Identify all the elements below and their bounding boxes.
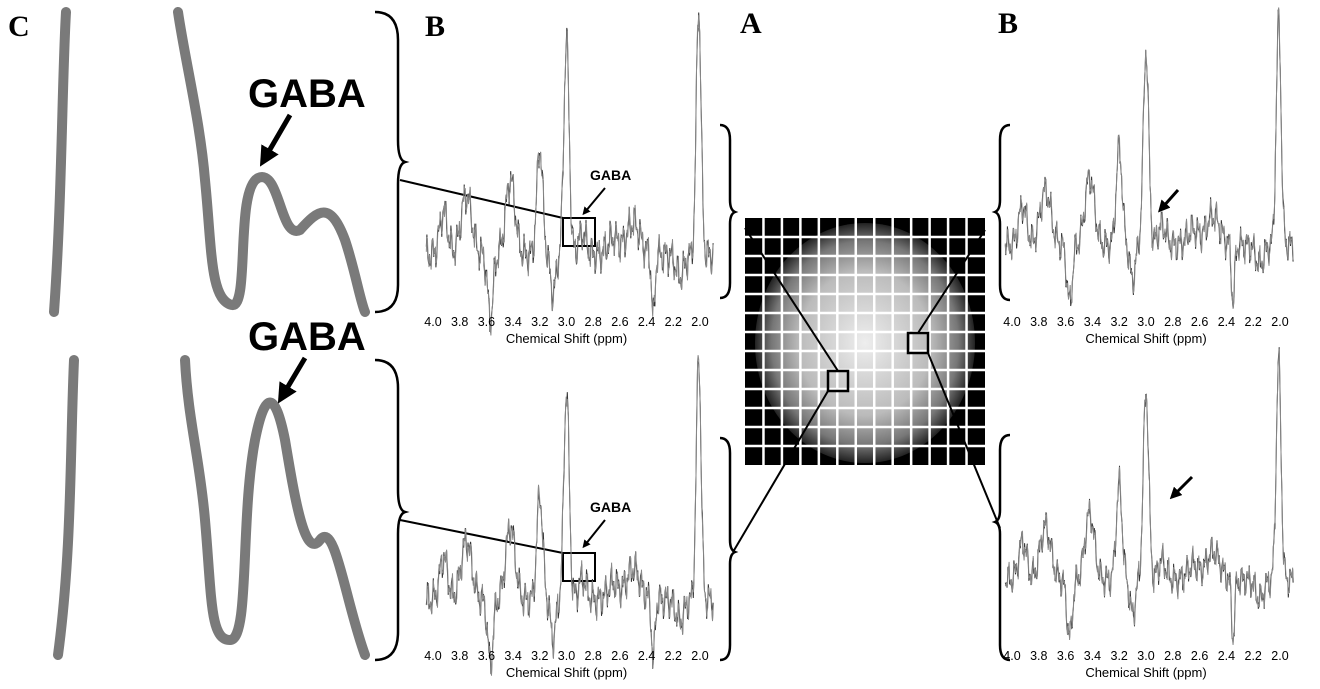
roi-box: [563, 553, 595, 581]
tick-label: 4.0: [1003, 315, 1020, 329]
bracket: [995, 125, 1010, 300]
tick-label: 3.8: [1030, 649, 1047, 663]
bracket: [720, 438, 735, 660]
mri-grid: [745, 218, 985, 465]
tick-label: 2.4: [1218, 315, 1235, 329]
tick-label: 2.6: [1191, 315, 1208, 329]
tick-label: 3.8: [1030, 315, 1047, 329]
tick-label: 3.4: [504, 649, 521, 663]
tick-label: 2.2: [665, 649, 682, 663]
tick-label: 2.6: [611, 315, 628, 329]
gaba-label: GABA: [248, 72, 366, 116]
panel-label: A: [740, 7, 762, 40]
tick-label: 3.2: [1111, 315, 1128, 329]
tick-label: 3.4: [1084, 315, 1101, 329]
tick-label: 2.4: [638, 315, 655, 329]
spectrum-line: [1005, 349, 1293, 645]
tick-label: 2.4: [1218, 649, 1235, 663]
bracket: [995, 435, 1010, 660]
panel-label: B: [998, 7, 1018, 40]
tick-label: 2.8: [585, 315, 602, 329]
arrow: [283, 358, 305, 395]
tick-label: 2.4: [638, 649, 655, 663]
tick-label: 2.2: [1245, 315, 1262, 329]
axis-title: Chemical Shift (ppm): [506, 331, 627, 346]
tick-label: 2.0: [691, 649, 708, 663]
tick-label: 3.2: [531, 649, 548, 663]
tick-label: 2.0: [1271, 649, 1288, 663]
tick-label: 2.0: [1271, 315, 1288, 329]
tick-label: 4.0: [424, 649, 441, 663]
tick-label: 3.8: [451, 315, 468, 329]
tick-label: 2.2: [665, 315, 682, 329]
arrow: [585, 188, 605, 212]
tick-label: 3.4: [504, 315, 521, 329]
tick-label: 3.0: [558, 649, 575, 663]
bracket: [720, 125, 735, 298]
spectrum-line: [1005, 347, 1293, 642]
tick-label: 3.4: [1084, 649, 1101, 663]
arrow: [265, 115, 290, 158]
panel-label: B: [425, 10, 445, 43]
tick-label: 3.6: [478, 315, 495, 329]
tick-label: 3.8: [451, 649, 468, 663]
arrow: [585, 520, 605, 545]
bracket: [375, 360, 405, 660]
panel-label: C: [8, 10, 30, 43]
bracket: [375, 12, 405, 312]
spectrum-line: [1005, 8, 1293, 309]
axis-title: Chemical Shift (ppm): [1085, 665, 1206, 680]
tick-label: 3.2: [531, 315, 548, 329]
tick-label: 2.0: [691, 315, 708, 329]
arrow: [1162, 190, 1178, 208]
axis-title: Chemical Shift (ppm): [1085, 331, 1206, 346]
gaba-label: GABA: [248, 315, 366, 359]
tick-label: 2.6: [1191, 649, 1208, 663]
tick-label: 3.0: [1137, 649, 1154, 663]
figure: C B A B GABA GABA GABA GABA 4.03: [0, 0, 1320, 689]
spectrum-line: [426, 355, 713, 675]
tick-label: 2.2: [1245, 649, 1262, 663]
tick-label: 3.6: [1057, 315, 1074, 329]
tick-label: 4.0: [424, 315, 441, 329]
roi-box: [563, 218, 595, 246]
axis-title: Chemical Shift (ppm): [506, 665, 627, 680]
tick-label: 3.0: [558, 315, 575, 329]
tick-label: 3.6: [478, 649, 495, 663]
tick-label: 4.0: [1003, 649, 1020, 663]
tick-label: 3.6: [1057, 649, 1074, 663]
arrow: [1174, 477, 1192, 495]
tick-label: 2.8: [1164, 649, 1181, 663]
tick-label: 2.8: [585, 649, 602, 663]
tick-label: 2.6: [611, 649, 628, 663]
gaba-label: GABA: [590, 499, 631, 515]
tick-label: 3.2: [1111, 649, 1128, 663]
tick-label: 3.0: [1137, 315, 1154, 329]
gaba-label: GABA: [590, 167, 631, 183]
tick-label: 2.8: [1164, 315, 1181, 329]
